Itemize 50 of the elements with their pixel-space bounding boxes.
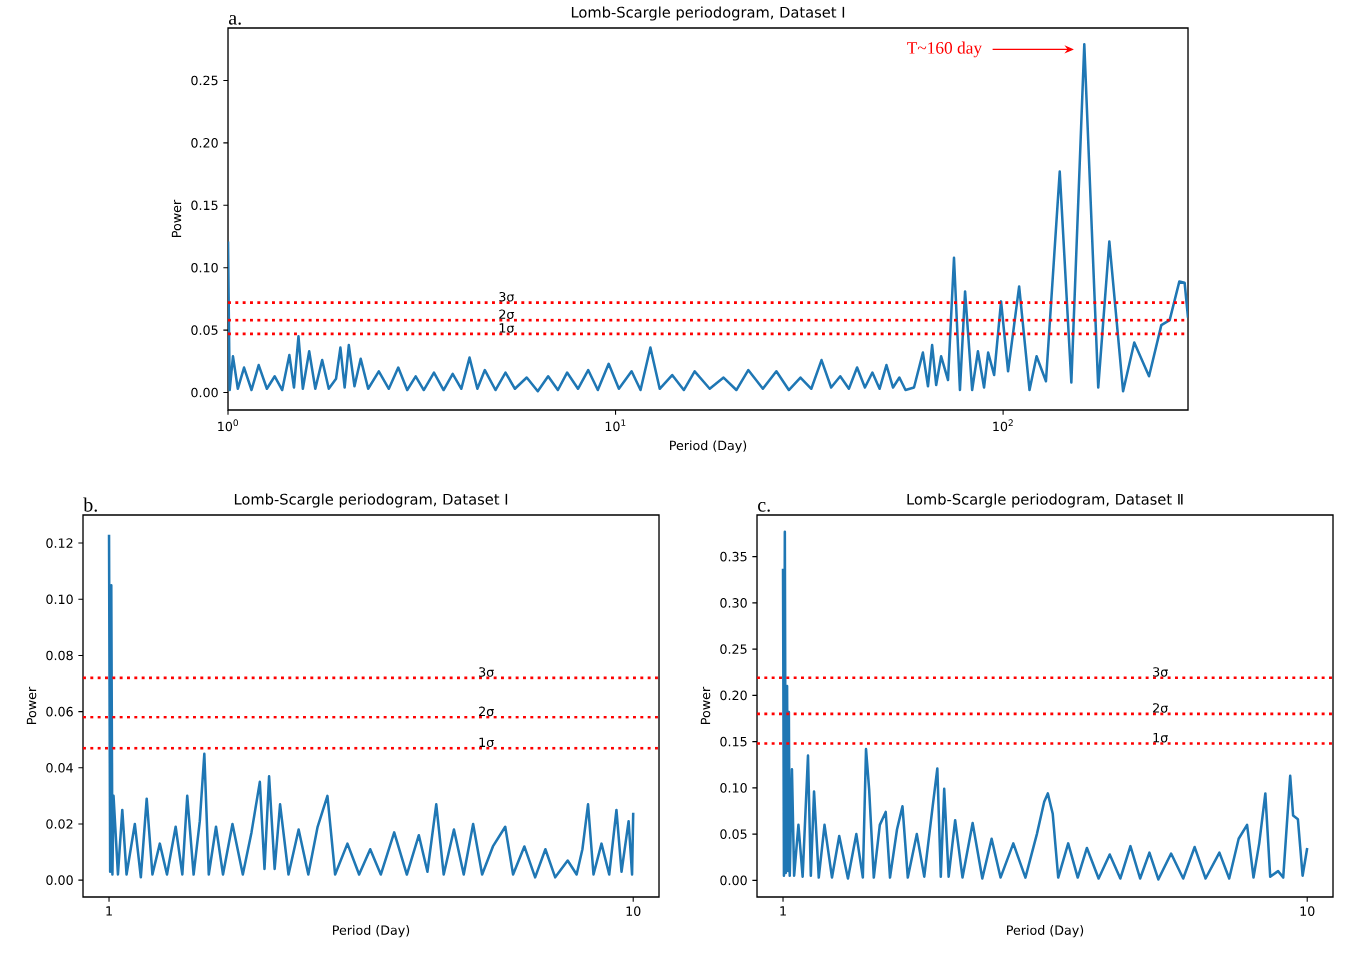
x-tick-label: 10$^{1}$ [605,419,626,432]
text: b. [83,497,97,512]
y-tick-label: 0.15 [720,736,747,747]
y-tick-label: 0.00 [191,387,218,398]
annotation: T~160 day [907,41,982,58]
ref-line-label: 1σ [499,323,515,333]
y-axis-title: Power [700,686,711,724]
y-tick-label: 0.04 [46,762,73,773]
y-tick-label: 0.35 [720,551,747,562]
y-axis-title: Power [26,686,37,724]
y-tick-label: 0.10 [46,594,73,605]
ref-line-label: 3σ [479,667,494,677]
x-tick-label: 10 [626,906,641,916]
y-tick-label: 0.30 [720,598,747,608]
y-tick-label: 0.20 [191,138,218,148]
y-tick-label: 0.12 [46,538,73,548]
x-axis-title: Period (Day) [333,925,410,938]
ref-line-label: 3σ [499,291,515,302]
y-axis-title: Power [171,199,182,237]
x-axis-title: Period (Day) [670,440,747,453]
ref-line-label: 2σ [479,706,494,717]
chart-title: Lomb-Scargle periodogram, Dataset Ⅰ [571,6,845,21]
text: a. [228,15,241,25]
y-tick-label: 0.10 [191,262,218,273]
y-tick-label: 0.00 [46,875,73,885]
y-tick-label: 0.25 [720,644,747,654]
x-tick-label: 1 [106,906,112,916]
y-tick-label: 0.06 [46,706,73,717]
x-axis-title: Period (Day) [1007,925,1084,938]
y-tick-label: 0.15 [191,200,218,211]
y-tick-label: 0.02 [46,819,73,829]
text: c. [758,502,770,512]
y-tick-label: 0.10 [720,783,747,793]
chart-title: Lomb-Scargle periodogram, Dataset Ⅰ [234,493,508,508]
y-tick-label: 0.25 [191,75,218,86]
y-tick-label: 0.00 [720,875,747,886]
x-tick-label: 10 [1300,906,1315,916]
ref-line-label: 1σ [1153,732,1168,743]
y-tick-label: 0.05 [720,829,747,839]
y-tick-label: 0.20 [720,690,747,701]
ref-line-label: 1σ [479,737,494,748]
ref-line-label: 2σ [499,309,515,320]
ref-line-label: 2σ [1153,703,1168,713]
x-tick-label: 10$^{2}$ [993,419,1013,432]
ref-line-label: 3σ [1153,667,1168,677]
y-tick-label: 0.08 [46,650,73,661]
chart-title: Lomb-Scargle periodogram, Dataset Ⅱ [907,493,1183,508]
x-tick-label: 10$^{0}$ [218,419,238,432]
y-tick-label: 0.05 [191,325,218,335]
x-tick-label: 1 [780,906,786,916]
